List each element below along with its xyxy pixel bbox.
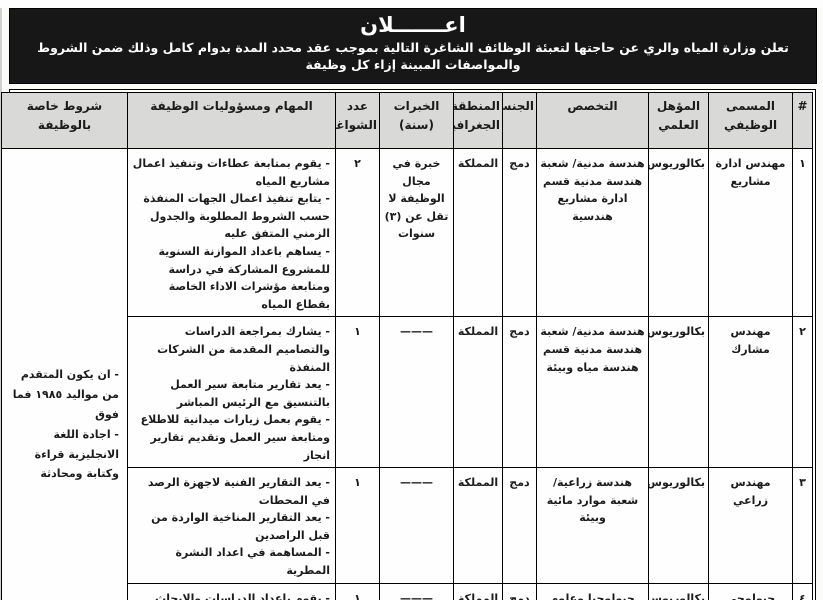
task-item: - يقوم بعمل زيارات ميدانية للاطلاع ومتاب… [140, 413, 330, 462]
cell-specialization: جيولوجيا وعلوم ارض [536, 582, 649, 600]
cell-qualification: بكالوريوس [648, 582, 709, 600]
cell-region: المملكة [453, 147, 503, 318]
banner-subtitle: تعلن وزارة المياه والري عن حاجتها لتعبئة… [37, 40, 789, 73]
task-item: - يعد التقارير المناخية الواردة من قبل ا… [151, 511, 330, 542]
header-specialization: التخصص [536, 92, 649, 149]
header-gender: الجنس [502, 92, 537, 149]
cell-experience: ——— [379, 467, 454, 584]
cell-vacancies: ٢ [335, 147, 380, 318]
cell-qualification: بكالوريوس [648, 147, 709, 318]
header-tasks: المهام ومسؤوليات الوظيفة [127, 92, 336, 149]
cell-tasks: - يقوم باعداد الدراسات والابحاث الهيدرول… [127, 582, 336, 600]
cell-qualification: بكالوريوس [648, 316, 709, 469]
task-item: - يتابع تنفيذ اعمال الجهات المنفذة حسب ا… [143, 192, 330, 241]
cell-number: ٤ [792, 582, 813, 600]
cell-tasks: - يعد التقارير الفنية لاجهزة الرصد في ال… [127, 467, 336, 584]
cell-number: ١ [792, 147, 813, 318]
task-item: - يقوم بمتابعة عطاءات وتنفيذ اعمال مشاري… [132, 157, 330, 188]
cell-number: ٢ [792, 316, 813, 469]
task-item: - يساهم باعداد الموازنة السنوية للمشروع … [158, 244, 331, 311]
cell-gender: دمج [502, 582, 537, 600]
cell-specialization: هندسة مدنية/ شعبة هندسة مدنية قسم هندسة … [536, 316, 649, 469]
job-row: ٢ مهندس مشارك بكالوريوس هندسة مدنية/ شعبة ه… [2, 316, 813, 469]
cell-vacancies: ١ [335, 582, 380, 600]
task-item: - يعد تقارير متابعة سير العمل بالتنسيق م… [170, 378, 330, 409]
banner-title: اعـــــــلان [360, 13, 466, 37]
cell-special-conditions: - ان يكون المتقدم من مواليد ١٩٨٥ فما فوق… [1, 148, 128, 600]
vacancies-table: # المسمى الوظيفي المؤهل العلمي التخصص ال… [1, 92, 813, 600]
cell-region: المملكة [453, 467, 503, 584]
cell-specialization: هندسة مدنية/ شعبة هندسة مدنية قسم ادارة … [536, 147, 649, 318]
table-body: ١ مهندس ادارة مشاريع بكالوريوس هندسة مدنية/… [1, 147, 813, 600]
header-number: # [792, 92, 813, 149]
cell-gender: دمج [502, 467, 537, 584]
cell-vacancies: ١ [335, 467, 380, 584]
cell-specialization: هندسة زراعية/ شعبة موارد مائية وبيئة [536, 467, 649, 584]
cell-tasks: - يقوم بمتابعة عطاءات وتنفيذ اعمال مشاري… [127, 147, 336, 318]
header-job-title: المسمى الوظيفي [708, 92, 793, 149]
header-vacancies: عدد الشواغر [335, 92, 380, 149]
header-experience: الخبرات (سنة) [379, 92, 454, 149]
job-row: ١ مهندس ادارة مشاريع بكالوريوس هندسة مدنية/… [1, 147, 813, 600]
cell-qualification: بكالوريوس [648, 467, 709, 584]
announcement-banner: اعـــــــلان تعلن وزارة المياه والري عن … [9, 8, 817, 84]
task-item: - يعد التقارير الفنية لاجهزة الرصد في ال… [147, 476, 330, 507]
header-qualification: المؤهل العلمي [648, 92, 709, 149]
cell-experience: ——— [379, 582, 454, 600]
cell-region: المملكة [453, 316, 503, 469]
task-item: - المساهمة في اعداد النشرة المطرية [175, 546, 330, 578]
cell-gender: دمج [502, 316, 537, 469]
cell-tasks: - يشارك بمراجعة الدراسات والتصاميم المقد… [127, 316, 336, 469]
cell-job-title: جيولوجي [708, 582, 793, 600]
cell-number: ٣ [792, 467, 813, 584]
cell-vacancies: ١ [335, 316, 380, 469]
task-item: - يقوم باعداد الدراسات والابحاث الهيدرول… [155, 591, 330, 600]
cell-gender: دمج [502, 147, 537, 318]
cell-region: المملكة [453, 582, 503, 600]
cell-experience: ——— [379, 316, 454, 469]
cell-job-title: مهندس زراعي [708, 467, 793, 584]
header-region: المنطقة الجغرافية [453, 92, 503, 149]
cell-job-title: مهندس ادارة مشاريع [708, 147, 793, 318]
header-special-conditions: شروط خاصة بالوظيفة [1, 92, 128, 149]
vacancies-table-frame: # المسمى الوظيفي المؤهل العلمي التخصص ال… [1, 89, 816, 600]
condition-item: - اجادة اللغة الانجليزية قراءة وكتابة وم… [34, 427, 119, 481]
cell-experience: خبرة في مجال الوظيفة لا تقل عن (٣) سنوات [379, 147, 454, 318]
task-item: - يشارك بمراجعة الدراسات والتصاميم المقد… [157, 325, 330, 374]
cell-job-title: مهندس مشارك [708, 316, 793, 469]
announcement-page: اعـــــــلان تعلن وزارة المياه والري عن … [0, 8, 823, 600]
table-header-row: # المسمى الوظيفي المؤهل العلمي التخصص ال… [1, 92, 813, 149]
condition-item: - ان يكون المتقدم من مواليد ١٩٨٥ فما فوق [12, 368, 119, 422]
job-row: ٣ مهندس زراعي بكالوريوس هندسة زراعية/ شعبة … [2, 467, 813, 584]
